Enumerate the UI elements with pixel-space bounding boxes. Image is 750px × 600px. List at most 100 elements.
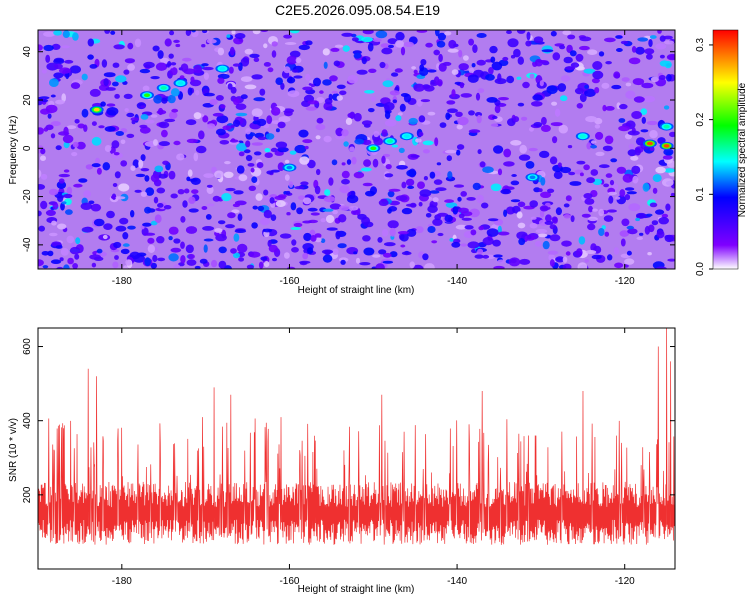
spectrogram-cell	[245, 128, 251, 135]
spectrogram-cell	[541, 49, 554, 53]
spectrogram-cell	[627, 149, 637, 157]
spectrogram-cell	[353, 112, 362, 122]
spectrogram-cell	[322, 254, 333, 263]
spectrogram-cell	[508, 257, 521, 267]
spectrogram-cell	[586, 142, 592, 150]
spectrogram-cell	[356, 69, 368, 75]
spectrogram-cell	[427, 111, 436, 116]
spectrogram-cell	[604, 135, 614, 145]
spectrogram-cell	[323, 196, 336, 203]
spectrogram-cell	[331, 90, 338, 94]
spectrogram-cell	[643, 95, 656, 103]
spectrogram-cell	[609, 179, 615, 186]
spectrogram-cell	[447, 108, 458, 113]
spectrogram-cell	[459, 82, 465, 89]
spectrogram-cell	[185, 244, 194, 254]
spectrogram-cell	[284, 252, 290, 259]
spectrogram-cell	[90, 203, 102, 212]
spectrogram-cell	[256, 118, 267, 127]
spectrogram-cell	[180, 254, 186, 264]
spectrogram-cell	[209, 99, 218, 106]
spectrogram-cell	[177, 189, 185, 195]
spectrogram-cell	[302, 252, 309, 260]
spectrogram-cell	[570, 215, 575, 223]
spectrogram-cell	[395, 195, 408, 201]
spectrogram-cell	[656, 230, 665, 239]
spectrogram-cell	[233, 119, 241, 128]
spectrogram-cell	[202, 226, 215, 231]
spectrogram-cell	[295, 57, 302, 64]
spectrogram-cell	[387, 220, 399, 229]
spectrogram-cell	[100, 101, 106, 107]
spectrogram-cell	[587, 223, 596, 231]
spectrogram-cell	[451, 69, 459, 75]
spectrogram-cell	[482, 237, 494, 246]
spectrogram-cell	[341, 32, 354, 37]
spectrogram-cell	[476, 114, 482, 124]
spectrogram-cell	[66, 186, 73, 195]
spectrogram-cell	[268, 244, 278, 253]
spectrogram-cell	[439, 122, 447, 128]
spectrogram-cell	[49, 188, 59, 196]
spectrogram-cell	[56, 181, 67, 189]
spectrogram-cell	[113, 44, 125, 50]
spectrogram-cell	[530, 216, 537, 220]
spectrogram-cell	[605, 106, 615, 111]
spectrogram-cell	[636, 212, 647, 218]
spectrogram-cell	[275, 128, 280, 133]
spectrogram-cell	[648, 39, 653, 48]
spectrogram-cell	[544, 220, 554, 225]
spectrogram-cell	[413, 83, 425, 92]
spectrogram-cell	[490, 123, 499, 127]
x-tick-label: -180	[112, 276, 132, 287]
spectrogram-cell	[433, 179, 443, 185]
spectrogram-cell	[53, 72, 64, 79]
spectrogram-cell	[455, 224, 468, 230]
spectrogram-cell	[592, 208, 598, 212]
spectrogram-cell	[460, 243, 468, 247]
spectrogram-cell	[397, 231, 409, 235]
spectrogram-cell	[549, 224, 557, 230]
spectrogram-cell	[347, 112, 355, 119]
spectrogram-cell	[292, 69, 299, 73]
spectrogram-cell	[250, 167, 255, 173]
spectrogram-cell	[546, 85, 558, 94]
spectrogram-cell	[605, 61, 612, 65]
spectrogram-cell	[63, 264, 70, 269]
spectrogram-cell	[458, 213, 465, 219]
spectrogram-cell	[215, 95, 224, 101]
spectrogram-cell	[343, 141, 349, 147]
spectrogram-cell	[516, 211, 523, 219]
spectrogram-cell	[264, 152, 273, 158]
spectrogram-cell	[294, 186, 305, 190]
spectrogram-cell	[444, 149, 457, 154]
spectrogram-cell	[140, 154, 146, 162]
spectrogram-cell	[150, 76, 160, 80]
spectrogram-cell	[238, 151, 245, 157]
spectrogram-cell	[585, 250, 597, 254]
spectrogram-cell	[305, 73, 311, 81]
spectrogram-cell	[457, 196, 462, 202]
spectrogram-cell	[578, 236, 586, 245]
spectrogram-cell	[299, 260, 311, 264]
spectrogram-cell	[251, 108, 263, 117]
spectrogram-cell	[237, 243, 248, 253]
spectrogram-cell	[101, 59, 108, 68]
spectrogram-cell	[314, 185, 321, 195]
spectrogram-cell	[188, 208, 199, 213]
spectrogram-cell	[126, 112, 135, 118]
spectrogram-cell	[103, 72, 116, 78]
spectrogram-cell	[631, 46, 637, 53]
spectrogram-cell	[98, 125, 105, 129]
spectrogram-cell	[266, 170, 274, 175]
spectrogram-cell	[415, 138, 422, 143]
spectrogram-cell	[271, 106, 281, 116]
chart-title: C2E5.2026.095.08.54.E19	[274, 2, 441, 18]
snr-plot	[37, 327, 676, 570]
spectrogram-cell	[423, 176, 428, 181]
spectrogram-cell	[50, 121, 61, 127]
spectrogram-cell	[616, 48, 623, 52]
spectrogram-cell	[658, 217, 669, 225]
spectrogram-cell	[139, 126, 151, 134]
spectrogram-cell	[290, 227, 302, 230]
